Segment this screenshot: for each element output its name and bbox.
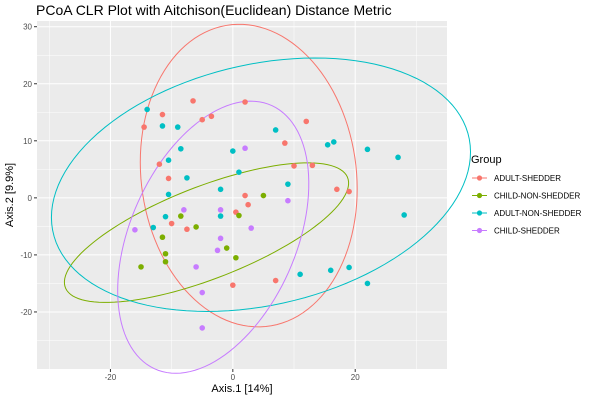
point-child-shedder [199, 325, 206, 331]
point-adult-non-shedder [327, 267, 334, 274]
point-child-non-shedder [223, 245, 230, 251]
point-adult-non-shedder [174, 124, 181, 130]
point-adult-non-shedder [285, 181, 291, 187]
y-axis-title: Axis.2 [9.9%] [4, 163, 16, 227]
point-adult-non-shedder [395, 154, 401, 161]
y-tick-label: 20 [23, 80, 32, 89]
point-adult-non-shedder [150, 224, 157, 231]
point-child-shedder [214, 247, 221, 254]
point-child-shedder [181, 207, 187, 213]
y-tick-label: -10 [20, 251, 32, 260]
point-child-non-shedder [178, 213, 184, 219]
point-adult-shedder [346, 188, 352, 195]
point-adult-non-shedder [178, 145, 184, 152]
point-adult-non-shedder [364, 146, 371, 153]
point-adult-shedder [242, 192, 248, 199]
point-child-non-shedder [138, 264, 144, 270]
point-adult-non-shedder [236, 169, 242, 175]
point-adult-non-shedder [165, 191, 172, 198]
y-tick-label: -20 [20, 308, 32, 317]
point-child-non-shedder [193, 224, 199, 230]
ellipse-child-shedder [117, 100, 310, 374]
point-adult-shedder [309, 162, 316, 169]
point-adult-non-shedder [346, 264, 352, 271]
point-adult-non-shedder [184, 175, 190, 181]
legend-items: ADULT-SHEDDER CHILD-NON-SHEDDER ADULT-NON-… [472, 174, 582, 236]
x-tick-label: 20 [351, 373, 360, 382]
point-child-shedder [132, 227, 138, 233]
point-child-shedder [199, 289, 206, 296]
point-child-shedder [217, 207, 224, 213]
y-axis-ticks: -20 -10 0 10 20 30 [20, 23, 37, 317]
point-adult-shedder [242, 99, 248, 105]
point-adult-shedder [208, 113, 215, 120]
legend-label-adult-shedder: ADULT-SHEDDER [494, 174, 561, 183]
point-child-shedder [285, 197, 291, 204]
point-adult-shedder [272, 277, 279, 284]
legend-label-adult-non-shedder: ADULT-NON-SHEDDER [494, 209, 582, 218]
point-child-non-shedder [236, 212, 242, 219]
y-tick-label: 30 [23, 23, 32, 32]
point-adult-non-shedder [165, 157, 172, 163]
y-tick-label: 0 [28, 194, 33, 203]
point-adult-non-shedder [162, 213, 169, 220]
legend: Group ADULT-SHEDDERCHILD-NON-SHEDDERADUL… [471, 154, 582, 236]
legend-key-point-child-non-shedder [476, 192, 483, 199]
legend-key-point-adult-non-shedder [476, 210, 483, 216]
legend-label-child-shedder: CHILD-SHEDDER [494, 227, 560, 236]
point-adult-shedder [230, 282, 236, 288]
ellipse-adult-non-shedder [50, 57, 472, 312]
point-adult-non-shedder [364, 280, 371, 287]
point-adult-non-shedder [217, 186, 224, 193]
point-adult-shedder [199, 116, 206, 123]
x-tick-label: 0 [231, 373, 236, 382]
chart-title: PCoA CLR Plot with Aitchison(Euclidean) … [36, 2, 392, 18]
point-adult-non-shedder [272, 127, 279, 133]
point-adult-non-shedder [159, 123, 166, 129]
point-adult-non-shedder [297, 271, 303, 278]
point-child-shedder [217, 235, 224, 242]
point-adult-shedder [334, 186, 340, 193]
point-adult-non-shedder [401, 212, 407, 218]
y-tick-label: 10 [23, 137, 32, 146]
point-adult-shedder [168, 220, 175, 227]
ellipse-child-non-shedder [63, 162, 350, 303]
point-adult-shedder [141, 124, 147, 130]
point-adult-non-shedder [230, 148, 236, 154]
point-child-non-shedder [162, 258, 169, 265]
point-child-shedder [193, 264, 199, 270]
x-axis-title: Axis.1 [14%] [211, 383, 272, 395]
legend-title: Group [471, 154, 502, 166]
point-adult-shedder [282, 140, 288, 146]
point-adult-shedder [303, 118, 310, 125]
point-adult-non-shedder [144, 106, 150, 113]
point-adult-non-shedder [330, 139, 337, 145]
point-adult-shedder [165, 175, 172, 182]
point-child-non-shedder [162, 250, 169, 257]
point-adult-non-shedder [324, 141, 331, 148]
confidence-ellipses [50, 23, 472, 374]
x-tick-label: -20 [105, 373, 117, 382]
point-child-shedder [242, 145, 248, 152]
point-child-non-shedder [159, 234, 166, 241]
point-adult-shedder [184, 226, 190, 233]
x-axis-ticks: -20 0 20 [105, 369, 360, 382]
point-adult-non-shedder [217, 213, 224, 219]
point-child-non-shedder [260, 192, 267, 199]
legend-key-point-adult-shedder [476, 175, 483, 181]
point-adult-shedder [159, 111, 166, 118]
point-adult-shedder [245, 201, 251, 208]
grid-major [37, 21, 447, 369]
point-adult-shedder [190, 98, 196, 104]
point-adult-shedder [156, 161, 163, 167]
data-points [132, 98, 407, 331]
point-child-non-shedder [233, 254, 239, 261]
legend-label-child-non-shedder: CHILD-NON-SHEDDER [494, 192, 580, 201]
point-adult-shedder [291, 163, 297, 169]
point-child-shedder [248, 225, 254, 231]
plot-panel [37, 21, 447, 369]
legend-key-point-child-shedder [476, 227, 483, 234]
